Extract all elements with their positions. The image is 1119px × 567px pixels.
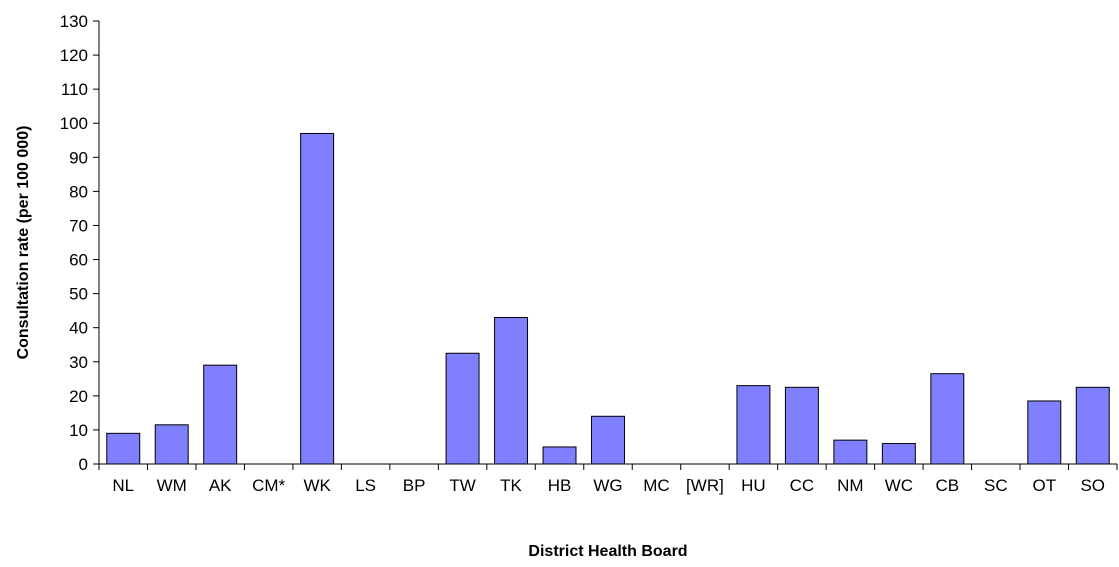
bar-ak [203, 364, 238, 465]
x-tick-label: AK [209, 476, 232, 495]
x-tick-label: TK [500, 476, 522, 495]
bar-cb [930, 373, 965, 465]
bar-hb [542, 446, 577, 465]
y-tick-label: 30 [69, 353, 88, 372]
x-tick-label: WG [593, 476, 622, 495]
x-tick-label: SC [984, 476, 1008, 495]
bar-wk [300, 132, 335, 465]
x-tick-label: BP [403, 476, 426, 495]
x-tick-label: SO [1080, 476, 1105, 495]
y-tick-label: 130 [60, 12, 88, 31]
x-tick-label: [WR] [686, 476, 724, 495]
bar-wc [881, 443, 916, 465]
x-tick-label: CM* [252, 476, 285, 495]
y-axis-title: Consultation rate (per 100 000) [15, 126, 32, 360]
y-tick-label: 40 [69, 319, 88, 338]
x-tick-label: OT [1032, 476, 1056, 495]
bar-so [1075, 386, 1110, 465]
x-tick-label: CC [790, 476, 815, 495]
y-tick-label: 100 [60, 114, 88, 133]
x-axis-title: District Health Board [528, 543, 687, 560]
bar-cc [784, 386, 819, 465]
y-tick-label: 120 [60, 46, 88, 65]
bar-wm [154, 424, 189, 465]
y-tick-label: 110 [61, 80, 88, 99]
x-tick-label: CB [936, 476, 960, 495]
x-tick-label: TW [449, 476, 475, 495]
x-axis-ticks: NL WM AK CM* WK LS BP TW TK HB WG MC [WR] HU CC NM WC CB S… [98, 464, 1118, 495]
bars-group [106, 132, 1110, 465]
x-tick-label: NM [837, 476, 863, 495]
y-tick-label: 20 [69, 387, 88, 406]
bar-hu [736, 385, 771, 465]
y-tick-label: 0 [79, 455, 88, 474]
x-tick-label: WK [303, 476, 331, 495]
bar-wg [591, 415, 625, 465]
x-tick-label: HU [741, 476, 766, 495]
x-tick-label: NL [112, 476, 134, 495]
bar-nm [833, 439, 868, 465]
y-axis-ticks: 0 10 20 30 40 50 60 70 80 90 100 110 120 130 [60, 12, 99, 474]
x-tick-label: MC [643, 476, 669, 495]
bar-ot [1027, 400, 1062, 465]
x-tick-label: HB [548, 476, 572, 495]
x-tick-label: WM [157, 476, 187, 495]
y-tick-label: 90 [69, 148, 88, 167]
bar-tk [494, 316, 529, 465]
bar-tw [445, 352, 480, 465]
x-tick-label: LS [355, 476, 376, 495]
y-tick-label: 80 [69, 182, 88, 201]
y-tick-label: 60 [69, 251, 88, 270]
y-tick-label: 10 [69, 421, 88, 440]
y-tick-label: 50 [69, 285, 88, 304]
bar-nl [106, 432, 141, 465]
x-tick-label: WC [885, 476, 913, 495]
y-tick-label: 70 [69, 216, 88, 235]
